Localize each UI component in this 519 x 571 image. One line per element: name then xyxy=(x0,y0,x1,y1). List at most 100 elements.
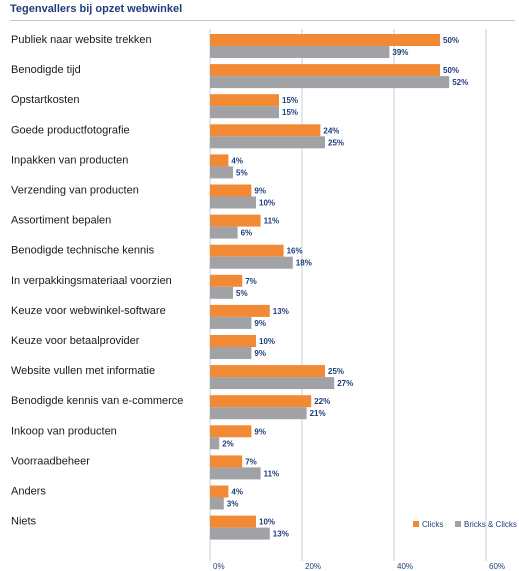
data-label: 10% xyxy=(259,199,275,208)
bar-clicks xyxy=(210,515,256,528)
category-label: Assortiment bepalen xyxy=(11,215,111,227)
data-label: 15% xyxy=(282,108,298,117)
bar-clicks xyxy=(210,154,229,167)
category-label: Publiek naar website trekken xyxy=(11,34,152,46)
category-label: Keuze voor webwinkel-software xyxy=(11,305,166,317)
bar-bricks-and-clicks xyxy=(210,256,293,269)
data-label: 13% xyxy=(273,530,289,539)
category-label: Keuze voor betaalprovider xyxy=(11,335,140,347)
bar-bricks-and-clicks xyxy=(210,166,233,179)
data-label: 6% xyxy=(241,229,253,238)
data-label: 4% xyxy=(231,488,243,497)
bar-bricks-and-clicks xyxy=(210,46,390,58)
category-label: Benodigde technische kennis xyxy=(11,245,155,257)
bar-bricks-and-clicks xyxy=(210,527,270,540)
data-label: 5% xyxy=(236,168,248,177)
x-tick-label: 60% xyxy=(489,562,505,571)
bar-clicks xyxy=(210,425,252,438)
bar-bricks-and-clicks xyxy=(210,106,279,119)
bar-clicks xyxy=(210,365,325,378)
data-label: 18% xyxy=(296,259,312,268)
data-label: 7% xyxy=(245,277,257,286)
data-label: 52% xyxy=(452,78,468,87)
data-label: 3% xyxy=(227,500,239,509)
bar-bricks-and-clicks xyxy=(210,226,238,239)
data-label: 16% xyxy=(287,247,303,256)
legend-swatch-bricks-and-clicks xyxy=(455,521,461,527)
data-label: 24% xyxy=(323,126,339,135)
bar-bricks-and-clicks xyxy=(210,467,261,480)
category-label: In verpakkingsmateriaal voorzien xyxy=(11,275,172,287)
category-labels: Publiek naar website trekken Benodigde ti… xyxy=(11,34,183,528)
data-label: 39% xyxy=(392,48,408,57)
data-label: 50% xyxy=(443,36,459,45)
bars: 50% 39% 50% 52% 15% 15% 24% 25% 4% 5% 9% 10% 11% 6% 16… xyxy=(210,34,468,540)
data-label: 22% xyxy=(314,397,330,406)
data-label: 25% xyxy=(328,367,344,376)
legend-label-bricks-and-clicks: Bricks & Clicks xyxy=(464,520,517,529)
x-tick-label: 0% xyxy=(213,562,225,571)
x-axis: 0% 20% 40% 60% xyxy=(213,562,505,571)
bar-bricks-and-clicks xyxy=(210,286,233,299)
data-label: 2% xyxy=(222,439,234,448)
data-label: 9% xyxy=(254,187,266,196)
bar-bricks-and-clicks xyxy=(210,76,450,89)
legend-label-clicks: Clicks xyxy=(422,520,443,529)
bar-clicks xyxy=(210,304,270,317)
bar-clicks xyxy=(210,34,440,46)
bar-bricks-and-clicks xyxy=(210,347,252,359)
bar-clicks xyxy=(210,124,321,137)
data-label: 9% xyxy=(254,349,266,358)
bar-clicks xyxy=(210,395,312,408)
bar-bricks-and-clicks xyxy=(210,497,224,510)
category-label: Niets xyxy=(11,516,37,528)
bar-bricks-and-clicks xyxy=(210,136,325,149)
chart-title: Tegenvallers bij opzet webwinkel xyxy=(10,3,183,15)
data-label: 9% xyxy=(254,319,266,328)
data-label: 4% xyxy=(231,156,243,165)
legend: Clicks Bricks & Clicks xyxy=(413,520,517,529)
category-label: Inkoop van producten xyxy=(11,425,117,437)
data-label: 13% xyxy=(273,307,289,316)
category-label: Goede productfotografie xyxy=(11,124,130,136)
bar-bricks-and-clicks xyxy=(210,377,335,390)
category-label: Voorraadbeheer xyxy=(11,455,90,467)
data-label: 5% xyxy=(236,289,248,298)
data-label: 7% xyxy=(245,457,257,466)
category-label: Inpakken van producten xyxy=(11,154,128,166)
category-label: Opstartkosten xyxy=(11,94,79,106)
category-label: Website vullen met informatie xyxy=(11,365,155,377)
category-label: Anders xyxy=(11,486,46,498)
data-label: 10% xyxy=(259,337,275,346)
data-label: 10% xyxy=(259,518,275,527)
category-label: Benodigde kennis van e-commerce xyxy=(11,395,183,407)
x-tick-label: 40% xyxy=(397,562,413,571)
bar-clicks xyxy=(210,214,261,227)
data-label: 15% xyxy=(282,96,298,105)
data-label: 11% xyxy=(264,469,280,478)
bar-clicks xyxy=(210,455,243,468)
category-label: Benodigde tijd xyxy=(11,64,81,76)
data-label: 21% xyxy=(310,409,326,418)
x-tick-label: 20% xyxy=(305,562,321,571)
bar-clicks xyxy=(210,64,440,77)
data-label: 27% xyxy=(337,379,353,388)
bar-clicks xyxy=(210,335,256,347)
bar-clicks xyxy=(210,184,252,197)
bar-bricks-and-clicks xyxy=(210,407,307,420)
data-label: 11% xyxy=(264,217,280,226)
bar-clicks xyxy=(210,244,284,257)
data-label: 50% xyxy=(443,66,459,75)
data-label: 9% xyxy=(254,427,266,436)
title-divider xyxy=(10,20,515,21)
bar-bricks-and-clicks xyxy=(210,316,252,329)
bar-bricks-and-clicks xyxy=(210,196,256,209)
legend-swatch-clicks xyxy=(413,521,419,527)
bar-clicks xyxy=(210,94,279,107)
category-label: Verzending van producten xyxy=(11,185,139,197)
bar-bricks-and-clicks xyxy=(210,437,220,450)
bar-clicks xyxy=(210,274,243,287)
bar-clicks xyxy=(210,485,229,498)
data-label: 25% xyxy=(328,138,344,147)
